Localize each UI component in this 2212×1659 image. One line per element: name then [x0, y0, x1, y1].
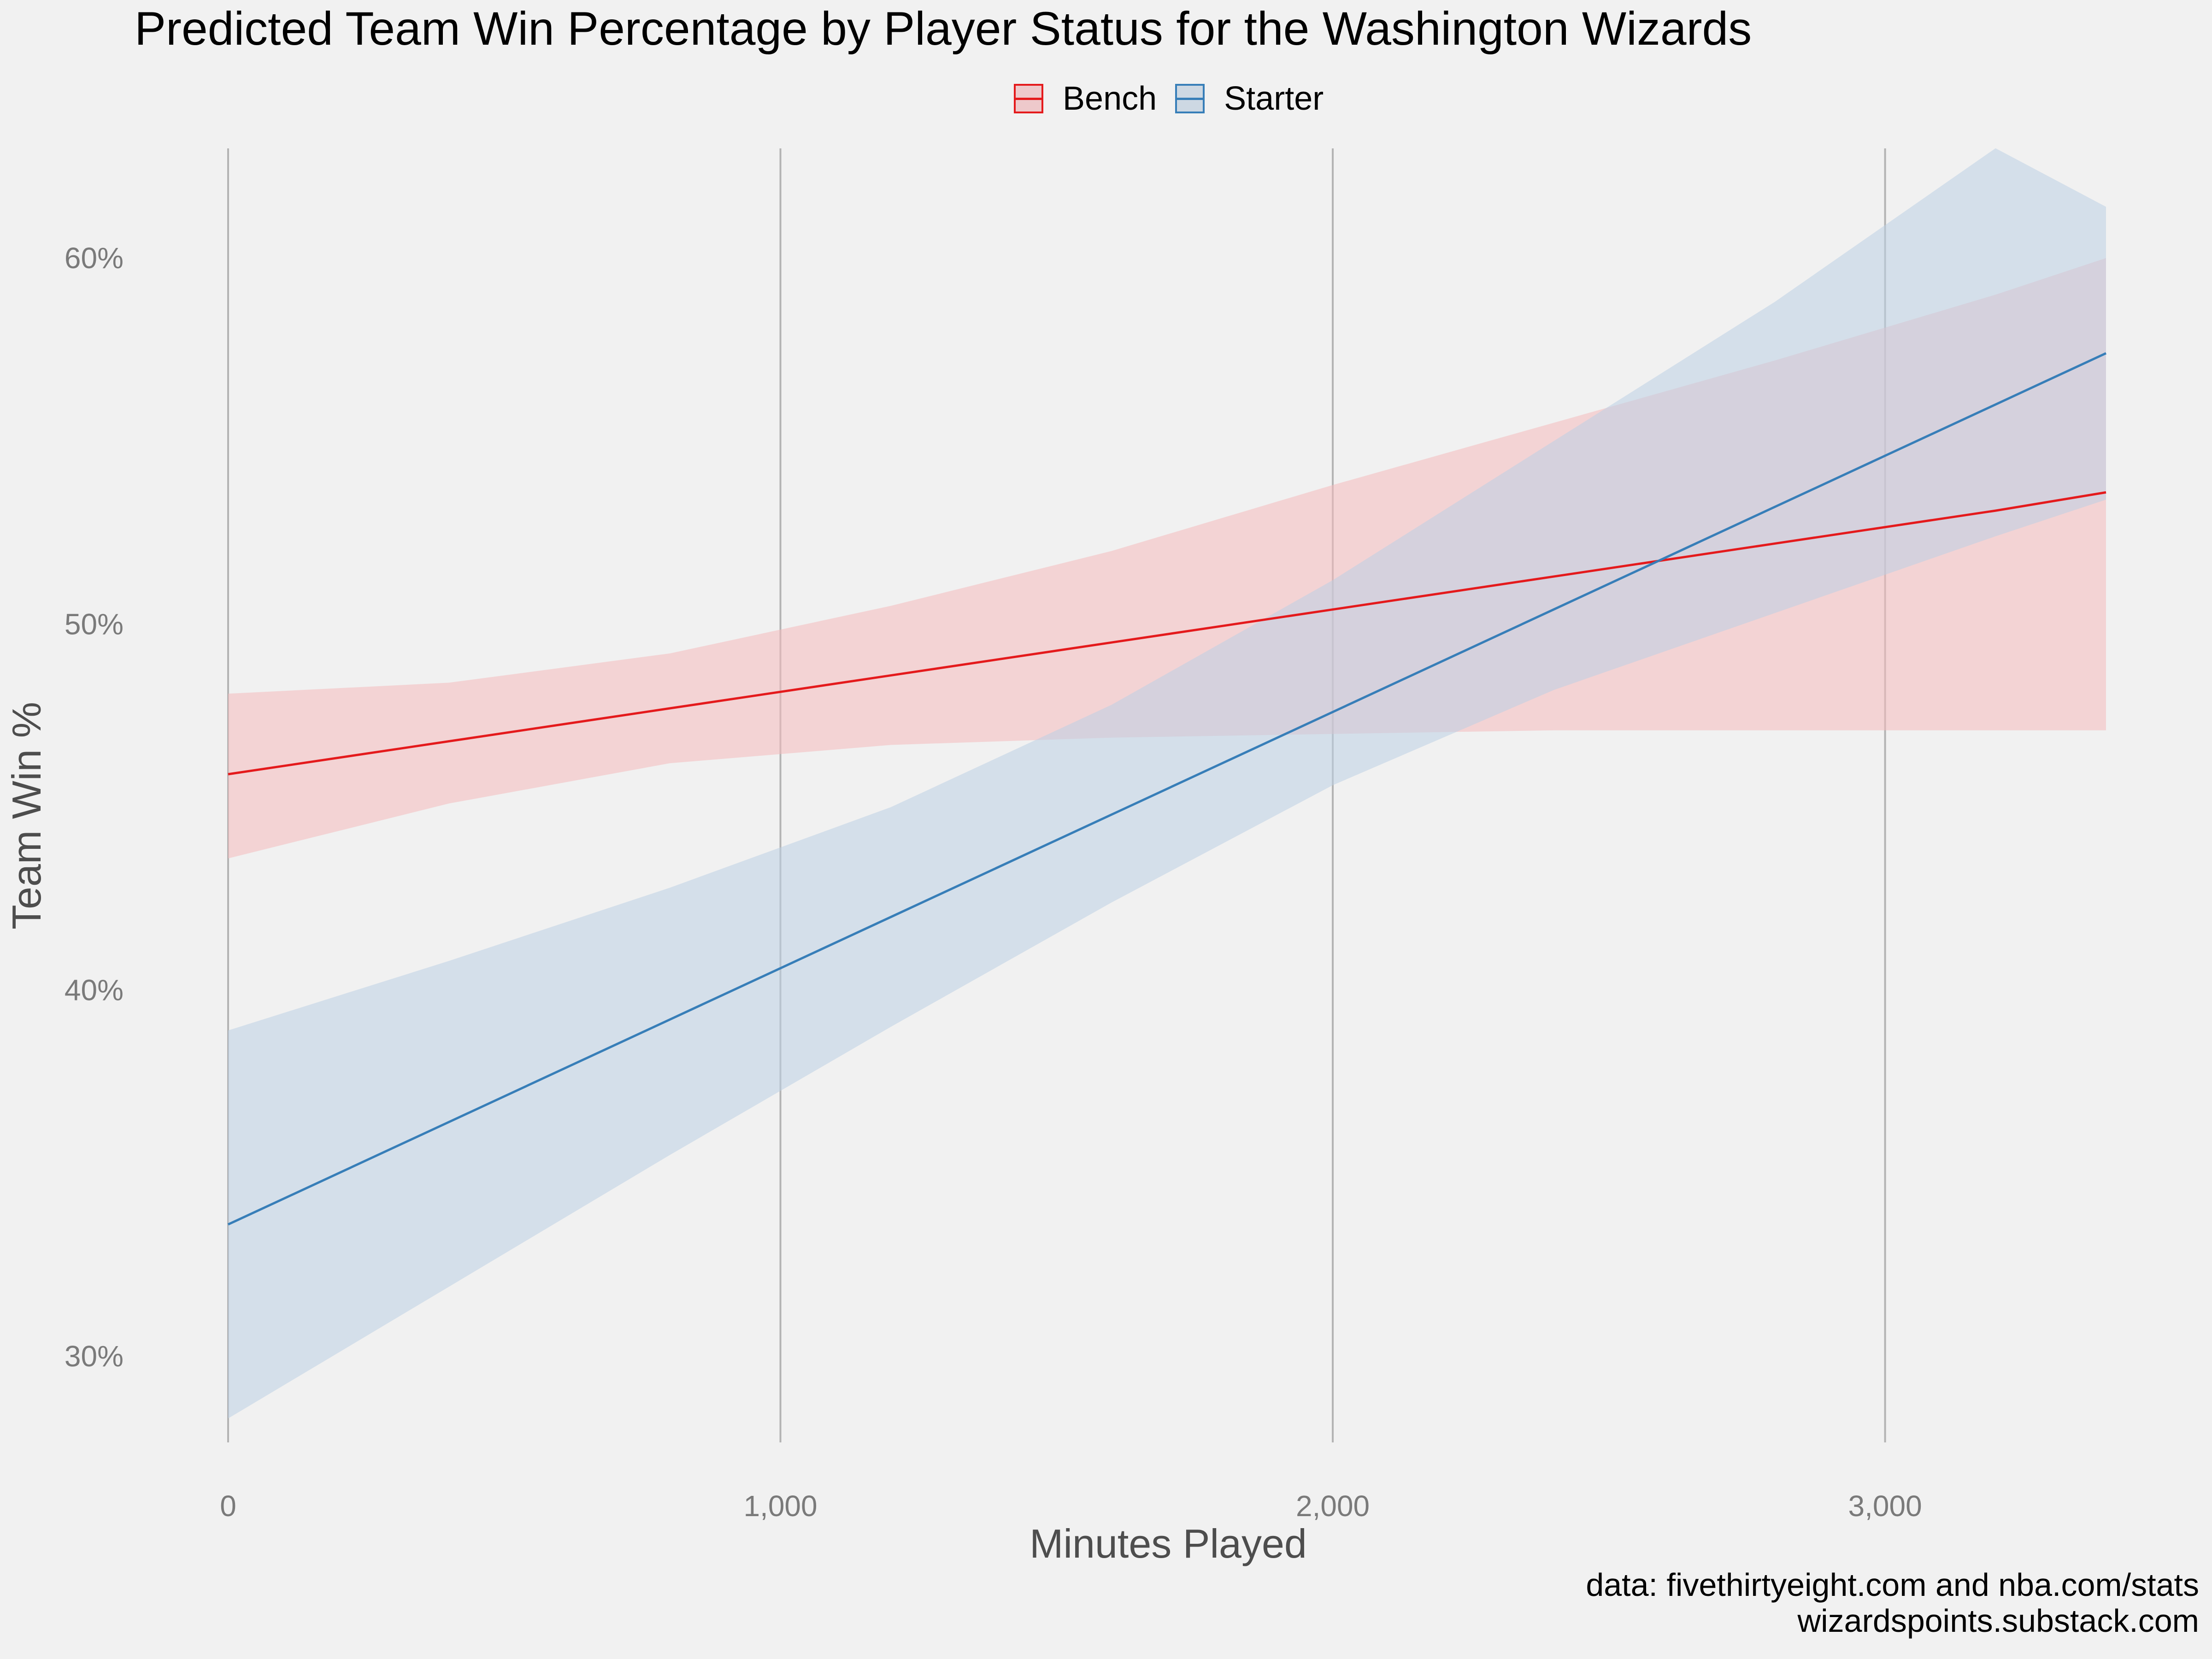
- caption-site: wizardspoints.substack.com: [1797, 1603, 2199, 1639]
- legend-key-starter: [1175, 84, 1205, 113]
- confidence-bands: [228, 148, 2106, 1419]
- x-tick-label: 1,000: [743, 1489, 817, 1523]
- y-tick-label: 60%: [65, 241, 124, 275]
- series-line-starter: [227, 352, 2107, 1226]
- x-axis-title: Minutes Played: [1030, 1521, 1307, 1566]
- x-tick-label: 2,000: [1296, 1489, 1370, 1523]
- series-line-bench: [228, 491, 2106, 776]
- legend-label-starter: Starter: [1224, 80, 1324, 117]
- legend-key-bench: [1014, 84, 1043, 113]
- legend: Bench Starter: [1014, 77, 1342, 120]
- x-tick-label: 0: [220, 1489, 236, 1523]
- series-lines: [227, 352, 2107, 1226]
- y-tick-label: 30%: [65, 1340, 124, 1373]
- tick-labels: 0 1,000 2,000 3,000 30% 40% 50% 60%: [65, 241, 1922, 1523]
- y-tick-label: 50%: [65, 607, 124, 641]
- chart-title: Predicted Team Win Percentage by Player …: [135, 2, 1752, 55]
- legend-item-bench: Bench: [1014, 80, 1157, 118]
- legend-label-bench: Bench: [1063, 80, 1157, 117]
- x-tick-label: 3,000: [1848, 1489, 1922, 1523]
- y-axis-title: Team Win %: [4, 702, 49, 930]
- caption-source: data: fivethirtyeight.com and nba.com/st…: [1586, 1567, 2199, 1603]
- legend-item-starter: Starter: [1175, 80, 1324, 118]
- confidence-band-starter: [228, 148, 2106, 1419]
- caption: data: fivethirtyeight.com and nba.com/st…: [1586, 1567, 2199, 1639]
- y-tick-label: 40%: [65, 974, 124, 1007]
